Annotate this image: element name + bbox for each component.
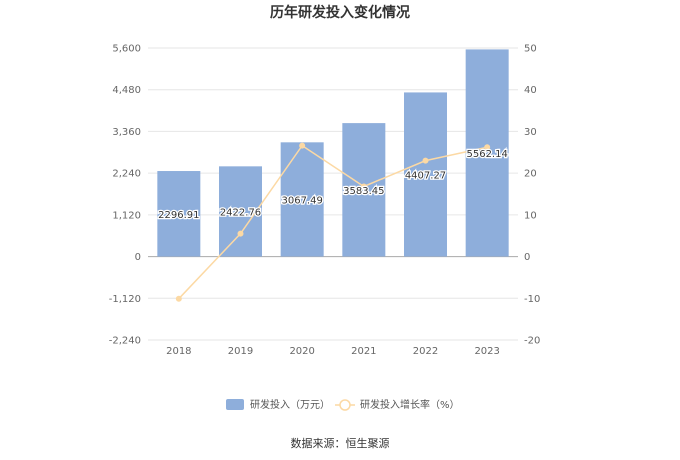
- chart-title: 历年研发投入变化情况: [270, 4, 410, 21]
- line-point: [175, 295, 182, 302]
- left-tick-label: 0: [135, 252, 141, 263]
- left-tick-label: 3,360: [112, 127, 141, 138]
- right-tick-label: 20: [524, 169, 537, 180]
- right-tick-label: -10: [524, 294, 540, 305]
- right-tick-label: -20: [524, 336, 540, 347]
- bar-value-label: 2296.91: [158, 210, 199, 221]
- line-point: [360, 183, 367, 190]
- left-tick-label: 2,240: [112, 169, 141, 180]
- bar: [219, 166, 262, 257]
- left-tick-label: -2,240: [109, 336, 141, 347]
- legend-line-label: 研发投入增长率（%）: [360, 398, 460, 411]
- x-tick-label: 2022: [413, 346, 438, 357]
- grid: [148, 47, 518, 341]
- bar: [157, 171, 201, 257]
- right-tick-label: 30: [524, 127, 537, 138]
- bar-labels: 2296.91 2422.76 3067.49 3583.45 4407.27 5562.…: [157, 148, 509, 222]
- x-axis: 2018 2019 2020 2021 2022 2023: [166, 346, 500, 357]
- line-point: [484, 144, 491, 151]
- left-tick-label: -1,120: [109, 294, 141, 305]
- bar-series: [157, 49, 509, 257]
- x-tick-label: 2023: [474, 346, 499, 357]
- line-point: [237, 230, 244, 237]
- bar-value-label: 4407.27: [405, 170, 446, 181]
- left-tick-label: 5,600: [112, 44, 141, 55]
- x-tick-label: 2018: [166, 346, 191, 357]
- right-tick-label: 50: [524, 44, 537, 55]
- data-source: 数据来源：恒生聚源: [291, 436, 390, 450]
- bar: [465, 49, 509, 257]
- left-tick-label: 4,480: [112, 85, 141, 96]
- bar: [280, 142, 324, 257]
- left-axis: 5,600 4,480 3,360 2,240 1,120 0 -1,120 -2,240: [109, 44, 141, 347]
- bar-value-label: 5562.14: [466, 149, 507, 160]
- bar: [342, 123, 386, 257]
- x-tick-label: 2019: [228, 346, 253, 357]
- legend-bar-label: 研发投入（万元）: [250, 398, 330, 411]
- x-tick-label: 2021: [351, 346, 376, 357]
- bar-value-label: 3067.49: [281, 195, 322, 206]
- left-tick-label: 1,120: [112, 210, 141, 221]
- legend-line-marker: [339, 399, 351, 411]
- right-axis: 50 40 30 20 10 0 -10 -20: [524, 44, 540, 347]
- growth-line: [178, 144, 488, 300]
- bar: [404, 92, 447, 257]
- legend: 研发投入（万元） 研发投入增长率（%）: [226, 398, 460, 411]
- x-tick-label: 2020: [289, 346, 314, 357]
- bar-value-label: 2422.76: [220, 207, 261, 218]
- right-tick-label: 40: [524, 85, 537, 96]
- line-point: [299, 142, 306, 149]
- legend-bar-swatch: [226, 399, 244, 410]
- right-tick-label: 10: [524, 210, 537, 221]
- bar-value-label: 3583.45: [343, 186, 384, 197]
- line-series: [175, 142, 491, 302]
- line-point: [422, 157, 429, 164]
- right-tick-label: 0: [524, 252, 530, 263]
